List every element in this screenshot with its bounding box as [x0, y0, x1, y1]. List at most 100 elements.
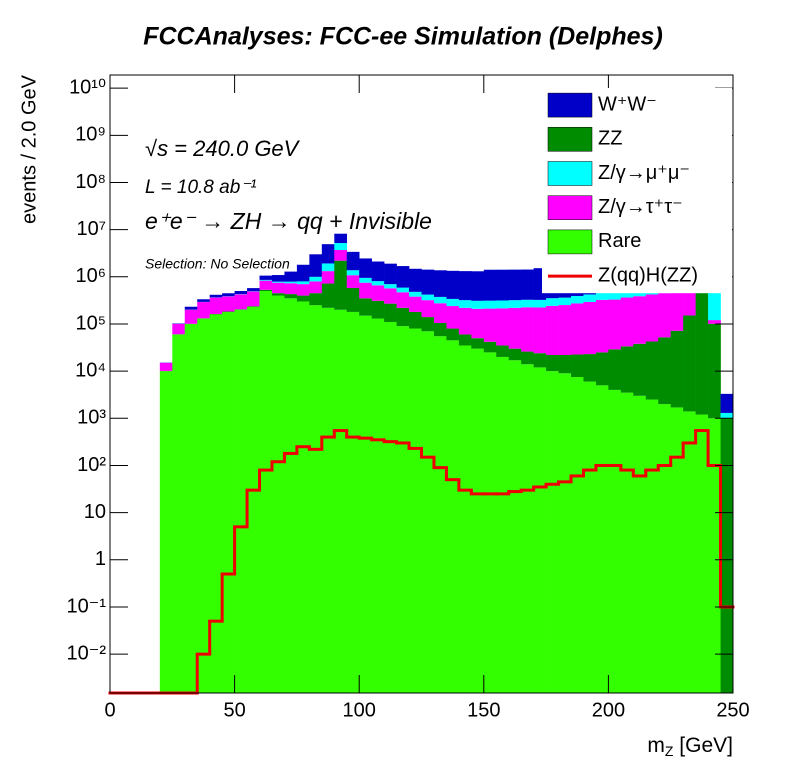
histogram-bar: [571, 295, 584, 304]
legend-box: [542, 88, 732, 294]
histogram-bar: [234, 309, 248, 693]
histogram-bar: [321, 263, 335, 272]
histogram-bar: [483, 341, 497, 353]
histogram-bar: [446, 306, 460, 329]
histogram-bar: [271, 293, 285, 296]
histogram-bar: [359, 258, 372, 278]
histogram-bar: [508, 307, 522, 349]
histogram-bar: [184, 306, 198, 310]
histogram-bar: [197, 318, 210, 693]
histogram-bar: [259, 291, 273, 693]
legend-label: W⁺W⁻: [598, 93, 657, 115]
histogram-bar: [184, 323, 198, 693]
histogram-bar: [222, 311, 235, 693]
histogram-bar: [571, 354, 584, 378]
histogram-bar: [708, 418, 721, 693]
histogram-bar: [384, 288, 397, 304]
y-tick-label: 10³: [77, 407, 106, 429]
histogram-bar: [720, 412, 734, 419]
histogram-bar: [321, 307, 335, 693]
histogram-bar: [433, 322, 447, 337]
histogram-bar: [471, 300, 485, 309]
histogram-bar: [446, 340, 460, 693]
histogram-bar: [396, 266, 410, 288]
histogram-bar: [533, 353, 547, 368]
histogram-bar: [321, 283, 335, 308]
histogram-bar: [409, 268, 422, 292]
histogram-bar: [658, 293, 671, 338]
histogram-bar: [458, 345, 472, 693]
histogram-bar: [396, 307, 410, 327]
histogram-bar: [234, 294, 248, 310]
histogram-bar: [271, 295, 285, 693]
histogram-bar: [695, 414, 709, 693]
x-label-sub: Z: [665, 743, 674, 759]
y-tick-label: 10⁹: [75, 124, 106, 146]
histogram-bar: [159, 362, 173, 371]
histogram-bar: [471, 338, 485, 349]
histogram-bar: [521, 351, 534, 365]
histogram-bar: [209, 314, 223, 693]
legend-swatch: [547, 161, 593, 186]
histogram-bar: [371, 281, 385, 286]
histogram-bar: [421, 300, 435, 318]
histogram-bar: [359, 315, 372, 693]
histogram-bar: [334, 309, 348, 693]
legend-swatch: [547, 127, 593, 152]
histogram-bar: [172, 334, 186, 693]
legend-label: Z/γ→μ⁺μ⁻: [598, 162, 690, 184]
histogram-bar: [558, 297, 572, 306]
histogram-bar: [409, 296, 422, 312]
histogram-bar: [446, 270, 460, 299]
histogram-bar: [222, 296, 235, 312]
histogram-bar: [708, 286, 721, 321]
histogram-bar: [396, 326, 410, 693]
y-tick-label: 10: [84, 501, 106, 523]
histogram-bar: [446, 328, 460, 341]
plot-frame: [109, 74, 734, 694]
histogram-bar: [670, 330, 684, 408]
histogram-bar: [296, 264, 310, 282]
y-tick-label: 10⁻²: [67, 642, 107, 664]
annotation: e⁺e⁻ → ZH → qq + Invisible: [145, 208, 432, 234]
annotation-layer: √s = 240.0 GeV L = 10.8 ab⁻¹ e⁺e⁻ → ZH → q…: [145, 136, 432, 272]
legend-label: Rare: [598, 230, 641, 252]
y-tick-label: 10²: [77, 454, 106, 476]
histogram-bar: [359, 298, 372, 316]
histogram-bar: [521, 364, 534, 693]
histogram-bar: [284, 283, 298, 295]
y-tick-label: 10⁵: [75, 312, 106, 334]
histogram-bar: [296, 301, 310, 693]
histogram-bar: [471, 308, 485, 339]
x-tick-label: 150: [467, 699, 500, 721]
histogram-bar: [359, 282, 372, 299]
y-tick-label: 1: [95, 548, 106, 570]
histogram-bar: [371, 318, 385, 693]
histogram-bar: [558, 373, 572, 693]
histogram-bar: [309, 305, 323, 693]
histogram-bar: [409, 291, 422, 297]
histogram-bar: [620, 297, 634, 347]
histogram-bar: [595, 292, 609, 300]
histogram-bar: [259, 289, 273, 292]
histogram-bar: [620, 346, 634, 393]
histogram-bar: [346, 275, 360, 288]
histogram-bar: [396, 287, 410, 293]
histogram-bar: [197, 299, 210, 302]
histogram-bar: [583, 381, 597, 693]
histogram-bar: [708, 323, 721, 419]
histogram-bar: [546, 354, 559, 372]
histogram-bar: [371, 300, 385, 319]
histogram-bar: [595, 299, 609, 353]
legend-swatch: [547, 92, 593, 118]
histogram-bar: [321, 244, 335, 264]
histogram-bar: [334, 233, 348, 244]
histogram-bar: [633, 296, 647, 344]
histogram-bar: [446, 298, 460, 307]
histogram-bar: [496, 345, 510, 357]
histogram-bar: [595, 385, 609, 693]
histogram-bar: [608, 349, 622, 390]
histogram-bar: [720, 393, 734, 413]
histogram-bar: [433, 296, 447, 304]
